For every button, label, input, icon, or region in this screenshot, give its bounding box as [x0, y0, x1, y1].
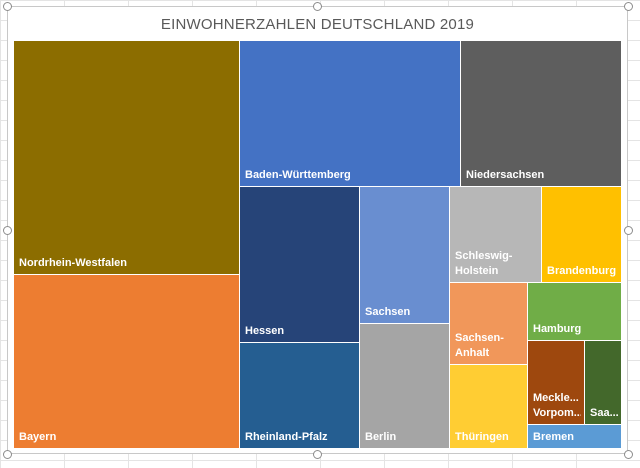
resize-handle-bottom-left[interactable]: [3, 450, 12, 459]
resize-handle-bottom[interactable]: [313, 450, 322, 459]
treemap-cell-label: Berlin: [365, 431, 397, 443]
resize-handle-top-left[interactable]: [3, 2, 12, 11]
treemap-cell[interactable]: Brandenburg: [542, 187, 622, 283]
treemap-cell-label: Baden-Württemberg: [245, 169, 351, 181]
chart-title: EINWOHNERZAHLEN DEUTSCHLAND 2019: [160, 16, 475, 33]
treemap-cell[interactable]: Niedersachsen: [461, 41, 622, 187]
treemap-cell-label: Hamburg: [533, 323, 582, 335]
treemap-cell-label: Saa...: [590, 407, 618, 419]
chart-area[interactable]: EINWOHNERZAHLEN DEUTSCHLAND 2019 Nordrhe…: [7, 6, 628, 454]
treemap-cell[interactable]: Berlin: [360, 324, 450, 449]
treemap-cell-label: Meckle... Vorpom...: [533, 392, 581, 419]
resize-handle-bottom-right[interactable]: [624, 450, 633, 459]
treemap-cell[interactable]: Sachsen-Anhalt: [450, 283, 528, 365]
treemap-cell[interactable]: Rheinland-Pfalz: [240, 343, 360, 449]
treemap-cell-label: Sachsen-Anhalt: [455, 332, 504, 359]
treemap-cell-label: Niedersachsen: [466, 169, 545, 181]
treemap-cell-label: Bayern: [19, 431, 57, 443]
treemap-cell-label: Sachsen: [365, 306, 411, 318]
treemap-cell-label: Bremen: [533, 431, 574, 443]
treemap-cell[interactable]: Sachsen: [360, 187, 450, 324]
treemap-cell[interactable]: Nordrhein-Westfalen: [14, 41, 240, 275]
treemap-cell-label: Schleswig-Holstein: [455, 250, 513, 277]
resize-handle-left[interactable]: [3, 226, 12, 235]
treemap-cell[interactable]: Meckle... Vorpom...: [528, 341, 585, 425]
treemap-cell-label: Rheinland-Pfalz: [245, 431, 328, 443]
treemap-cell-label: Hessen: [245, 325, 285, 337]
treemap-cell[interactable]: Bremen: [528, 425, 622, 449]
resize-handle-top-right[interactable]: [624, 2, 633, 11]
treemap-cell[interactable]: Bayern: [14, 275, 240, 449]
treemap-cell-label: Nordrhein-Westfalen: [19, 257, 127, 269]
resize-handle-right[interactable]: [624, 226, 633, 235]
treemap-cell[interactable]: Hessen: [240, 187, 360, 343]
treemap-cell[interactable]: Baden-Württemberg: [240, 41, 461, 187]
treemap-cell-label: Brandenburg: [547, 265, 617, 277]
treemap-cell[interactable]: Hamburg: [528, 283, 622, 341]
treemap-cell-label: Thüringen: [455, 431, 509, 443]
treemap-cell[interactable]: Schleswig-Holstein: [450, 187, 542, 283]
treemap-cell[interactable]: Saa...: [585, 341, 622, 425]
treemap-plot: Nordrhein-Westfalen Bayern Baden-Württembe…: [14, 41, 622, 449]
treemap-cell[interactable]: Thüringen: [450, 365, 528, 449]
resize-handle-top[interactable]: [313, 2, 322, 11]
